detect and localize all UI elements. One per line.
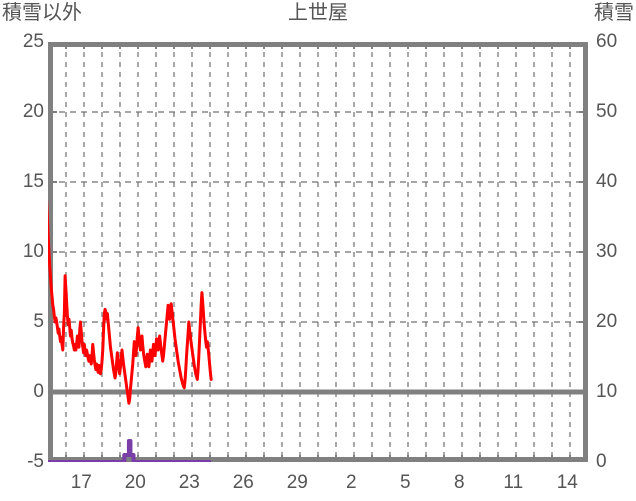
x-axis-tick-label: 23 [178,472,200,493]
x-axis-tick-label: 17 [70,472,92,493]
x-axis-tick-label: 20 [124,472,146,493]
right-axis-tick-label: 30 [596,241,618,262]
right-axis-tick-label: 20 [596,311,618,332]
x-axis-tick-label: 8 [454,472,465,493]
x-axis-tick-label: 26 [232,472,254,493]
right-axis-tick-label: 50 [596,101,618,122]
left-axis-tick-label: 15 [22,171,44,192]
left-axis-tick-label: 10 [22,241,44,262]
series-line-other [48,199,213,405]
x-axis-tick-label: 14 [556,472,578,493]
right-axis-tick-label: 10 [596,381,618,402]
left-axis-title: 積雪以外 [2,2,82,24]
left-axis-tick-label: 5 [33,311,44,332]
left-axis-tick-label: 25 [22,31,44,52]
plot-svg [48,42,588,462]
right-axis-tick-label: 40 [596,171,618,192]
x-axis-tick-label: 29 [286,472,308,493]
horizontal-gridlines [48,111,588,323]
page-title: 上世屋 [288,2,348,24]
x-axis-tick-label: 11 [503,472,524,493]
left-axis-tick-label: 0 [33,381,44,402]
right-axis-title: 積雪 [594,2,634,24]
axis-tick-marks [48,42,588,462]
x-axis-tick-label: 2 [346,472,357,493]
x-axis-tick-label: 5 [400,472,411,493]
left-axis-tick-label: -5 [27,451,44,472]
right-axis-tick-label: 60 [596,31,618,52]
right-axis-tick-label: 0 [596,451,607,472]
left-axis-tick-label: 20 [22,101,44,122]
